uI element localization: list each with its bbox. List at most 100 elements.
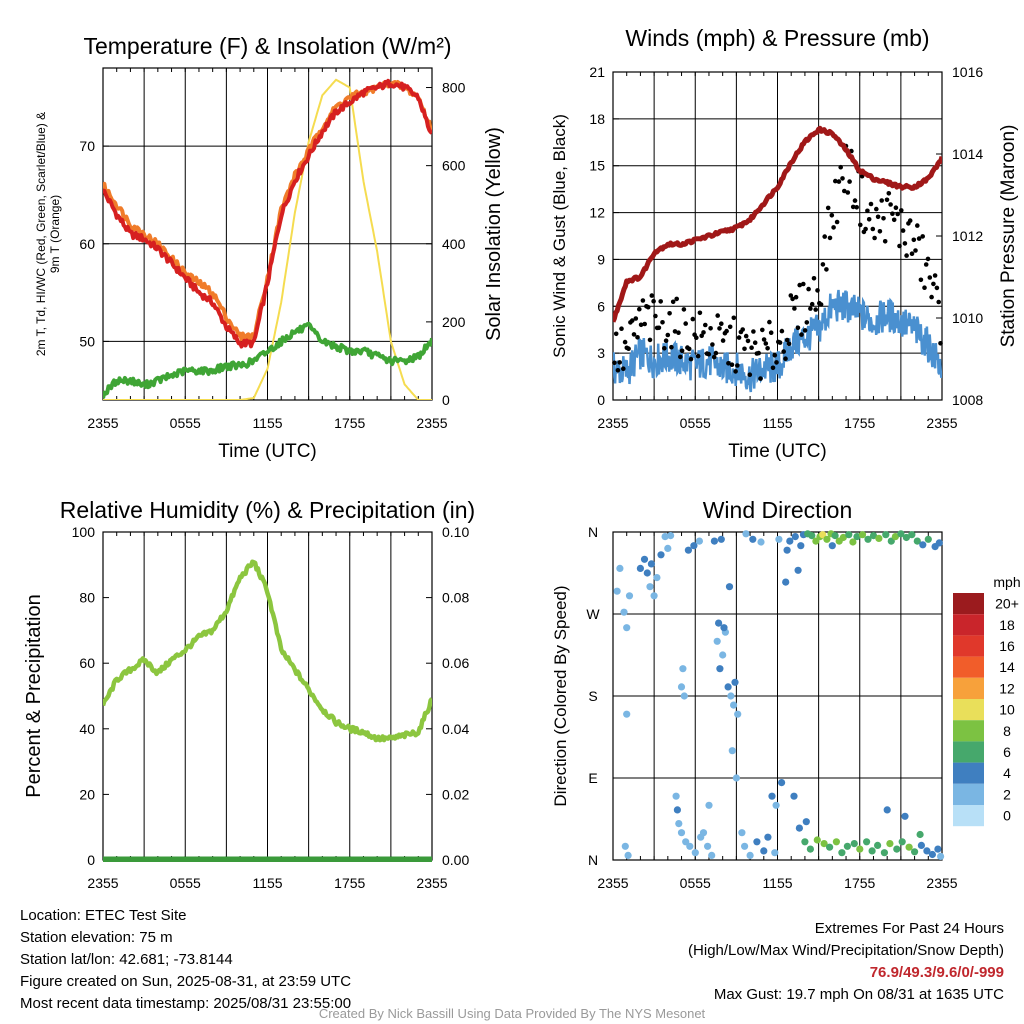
panel3-direction-point [613,587,621,595]
panel1-ytick-right-label: 1010 [952,310,983,326]
panel1-gust-point [804,320,810,325]
panel1-gust-point [795,325,801,331]
panel3-direction-point [768,792,776,800]
panel3-direction-point [923,847,931,855]
panel1-ytick-label: 9 [597,251,605,267]
panel1-gust-point [694,335,699,341]
panel3-direction-point [886,840,894,848]
panel3-xtick-label: 2355 [926,875,957,891]
panel3-direction-point [913,537,921,545]
panel0-xlabel: Time (UTC) [218,441,317,462]
panel1-gust-point [833,178,838,184]
panel1-gust-point [713,350,719,356]
panel3-direction-point [650,592,658,600]
recent-timestamp: Most recent data timestamp: 2025/08/31 2… [20,995,352,1012]
station-location: Location: ETEC Test Site [20,907,187,924]
panel3-direction-point [823,535,831,543]
panel1-gust-point [772,353,778,358]
panel0-ytick-right-label: 800 [442,80,466,96]
panel3-direction-point [902,533,911,542]
legend-label: 0 [1003,808,1011,824]
legend-label: 14 [999,659,1015,675]
legend-swatch [953,699,984,721]
panel3-direction-point [624,851,632,860]
panel1-gust-point [824,267,829,272]
panel3-direction-point [874,841,882,850]
panel1-gust-point [761,337,767,342]
panel3-direction-point [717,535,725,543]
panel1-gust-point [868,201,874,207]
panel1-gust-point [752,340,758,346]
panel1-gust-point [822,234,827,239]
panel1-gust-point [763,341,769,346]
panel1-gust-point [678,354,683,360]
panel3-direction-point [850,840,858,848]
panel2-ytick-right-label: 0.02 [442,786,469,802]
panel1-gust-point [717,326,722,331]
legend-label: 2 [1003,786,1011,802]
panel1-gust-point [788,293,794,298]
panel0-ytick-right-label: 600 [442,158,466,174]
panel0-ytick-right-label: 0 [442,392,450,408]
panel1-gust-point [854,205,859,210]
panel3-direction-point [908,531,916,539]
panel3-direction-point [677,683,686,691]
panel1-gust-point [720,338,726,343]
panel3-direction-point [919,541,927,549]
panel3-direction-point [882,531,890,539]
panel3-direction-point [826,843,834,851]
panel3-direction-point [797,542,805,550]
panel1-gust-point [870,226,876,232]
panel3-direction-point [813,836,821,844]
panel1-gust-point [931,281,936,287]
panel1-gust-point [710,342,715,347]
panel1-gust-point [672,329,678,334]
panel0-ytick-label: 50 [79,333,95,349]
panel0-xtick-label: 0555 [170,415,201,431]
panel1-gust-point [640,298,646,303]
panel1-gust-point [733,369,738,374]
panel3-direction-point [713,637,721,645]
panel1-gust-point [842,188,847,194]
panel2-ytick-label: 60 [79,655,95,671]
panel3-ytick-label: S [588,688,597,704]
panel0-series-2m-t [103,78,432,349]
panel1-gust-point [774,360,779,365]
panel1-gust-point [852,198,858,203]
panel1-gust-point [809,301,815,307]
panel3-direction-point [772,801,780,809]
panel1-gust-point [621,366,626,372]
panel1-gust-point [619,326,624,332]
panel1-gust-point [742,346,747,352]
panel1-gust-point [802,328,808,333]
panel1-gust-point [886,191,892,196]
panel3-direction-point [657,551,665,559]
panel3-direction-point [719,651,727,659]
panel1-gust-point [882,239,888,244]
panel1-ytick-right-label: 1012 [952,228,983,244]
panel1-gust-point [781,349,786,354]
legend-swatch [953,635,984,657]
panel0-ytick-label: 70 [79,138,95,154]
panel1-xtick-label: 0555 [680,415,711,431]
panel1-gust-point [925,256,931,262]
panel1-gust-point [902,241,908,246]
panel1-gust-point [743,333,749,339]
panel1-gust-point [756,350,761,356]
panel0-ytick-label: 60 [79,236,95,252]
panel3-direction-point [746,851,754,860]
panel1-gust-point [850,204,856,210]
panel3-direction-point [924,535,932,543]
panel3-direction-point [782,578,790,586]
panel3-direction-point [640,555,649,563]
extremes-subtitle: (High/Low/Max Wind/Precipitation/Snow De… [688,942,1004,959]
panel0-series-td [103,321,432,399]
panel3-direction-point [724,683,732,691]
panel1-gust-point [676,330,681,336]
panel1-gust-point [858,222,863,228]
panel1-gust-point [801,281,806,287]
panel1-gust-point [660,320,665,325]
panel3-ytick-label: W [586,606,600,622]
panel3-direction-point [928,850,937,859]
panel1-gust-point [729,362,735,368]
